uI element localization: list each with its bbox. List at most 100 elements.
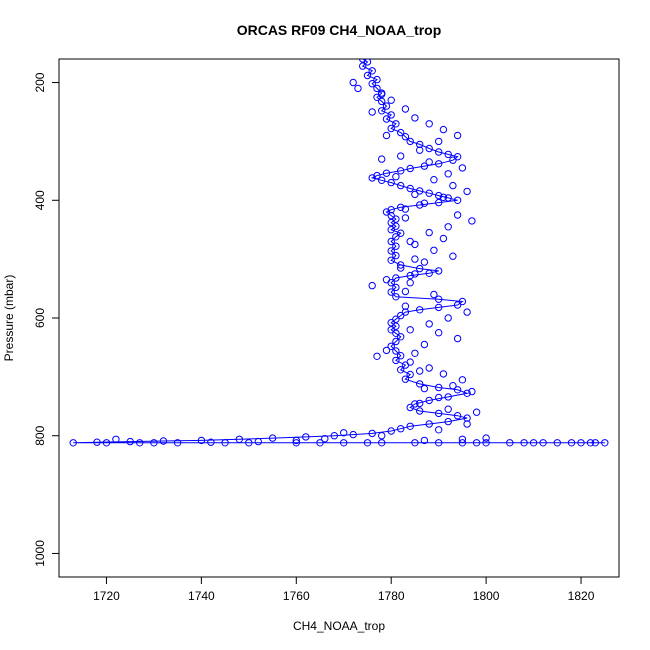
data-point (387, 288, 395, 296)
data-point (392, 251, 400, 260)
data-point (321, 435, 329, 443)
data-point (368, 80, 376, 88)
data-point (425, 158, 433, 166)
data-point (420, 199, 429, 207)
data-point (406, 184, 414, 193)
data-point (439, 370, 448, 378)
data-point (468, 387, 476, 396)
data-point (382, 131, 391, 140)
data-point (245, 439, 253, 447)
data-point (458, 376, 467, 384)
data-point (601, 439, 609, 447)
data-point (159, 437, 168, 445)
data-point (397, 181, 405, 190)
data-point (397, 203, 405, 212)
data-point (378, 439, 386, 447)
data-point (411, 114, 419, 122)
chart-title: ORCAS RF09 CH4_NOAA_trop (237, 22, 442, 38)
data-point (444, 194, 452, 202)
y-tick-label: 800 (33, 425, 47, 445)
data-point (221, 439, 229, 447)
data-point (397, 425, 405, 433)
data-point (387, 256, 395, 264)
data-point (382, 208, 391, 216)
data-point (292, 436, 300, 445)
data-point (482, 439, 490, 447)
data-point (453, 211, 462, 219)
data-point (397, 311, 405, 320)
data-point (392, 120, 400, 128)
data-point (416, 399, 424, 408)
data-point (392, 293, 400, 301)
data-point (392, 233, 400, 241)
data-point (430, 176, 438, 184)
data-point (416, 187, 424, 195)
data-point (378, 90, 386, 99)
data-point (444, 314, 452, 322)
y-axis: 200 400 600 800 1000 (33, 72, 59, 567)
data-point (235, 435, 244, 443)
data-point (453, 386, 462, 394)
data-point (397, 333, 405, 341)
data-point (387, 178, 395, 187)
x-tick-label: 1820 (568, 589, 595, 603)
data-point (435, 160, 443, 168)
data-point (463, 420, 471, 428)
data-point (382, 102, 391, 110)
data-point (392, 242, 400, 250)
data-point (378, 107, 386, 115)
data-point (420, 384, 429, 393)
data-point (392, 322, 400, 330)
data-point (425, 228, 433, 237)
x-tick-label: 1740 (188, 589, 215, 603)
data-point (406, 358, 414, 366)
data-point (392, 274, 400, 282)
data-point (397, 152, 405, 160)
data-point (458, 297, 467, 306)
data-point (397, 366, 405, 374)
data-point (435, 329, 443, 337)
data-point (425, 320, 433, 328)
data-point (373, 352, 381, 360)
data-point (392, 283, 400, 292)
data-point (435, 191, 443, 200)
data-point (387, 247, 395, 255)
y-axis-label: Pressure (mbar) (2, 275, 16, 362)
data-point (368, 174, 376, 182)
x-tick-label: 1760 (283, 589, 310, 603)
data-point (520, 439, 528, 447)
data-point (435, 148, 443, 156)
data-point (453, 301, 462, 309)
data-point (449, 181, 457, 190)
data-point (401, 214, 410, 222)
data-point (416, 380, 424, 388)
data-point (591, 439, 599, 447)
data-point (411, 270, 419, 278)
data-point (368, 429, 376, 438)
y-tick-label: 200 (33, 72, 47, 92)
data-point (458, 435, 467, 443)
data-point (444, 150, 452, 159)
data-point (425, 144, 433, 153)
data-point (340, 429, 348, 437)
data-point (382, 276, 391, 284)
data-point (387, 111, 395, 119)
data-point (553, 439, 561, 447)
series-line (73, 59, 605, 444)
data-point (406, 279, 414, 287)
data-point (406, 422, 414, 430)
data-point (411, 349, 419, 357)
data-point (416, 407, 424, 415)
data-point (453, 196, 462, 205)
data-point (406, 137, 414, 146)
data-point (468, 217, 476, 225)
data-point (577, 439, 585, 447)
x-tick-label: 1780 (378, 589, 405, 603)
data-point (368, 108, 376, 116)
data-point (539, 439, 547, 447)
data-point (435, 303, 443, 312)
data-point (416, 306, 424, 314)
x-tick-label: 1800 (473, 589, 500, 603)
data-point (401, 308, 410, 316)
